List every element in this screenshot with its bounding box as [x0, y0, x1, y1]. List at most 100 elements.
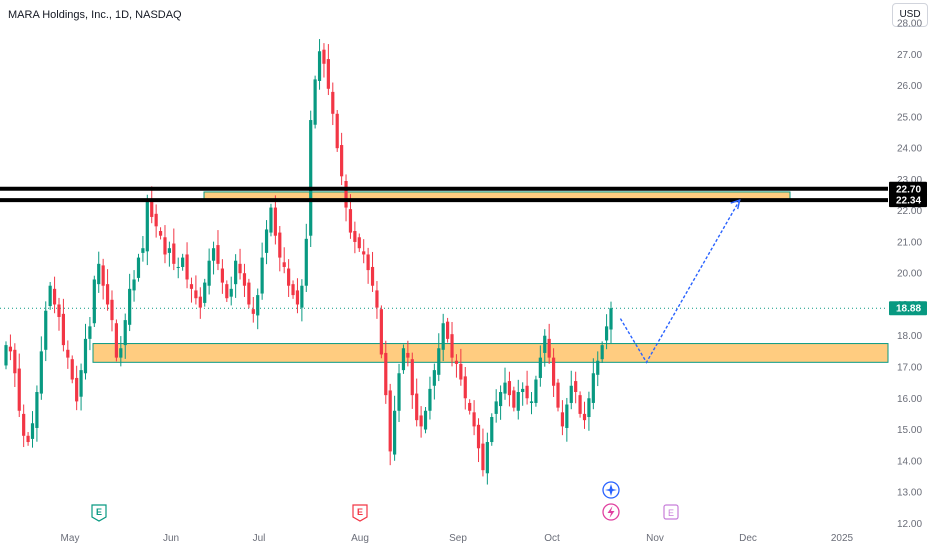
star-icon[interactable]	[602, 481, 620, 499]
candle-body	[529, 401, 534, 403]
candle-body	[423, 410, 428, 430]
candle-body	[198, 296, 202, 308]
candle-body	[291, 284, 295, 296]
candle-body	[393, 410, 397, 455]
price-tag-bg	[889, 181, 927, 196]
candle-body	[44, 310, 48, 350]
candle-body	[543, 335, 547, 353]
candle-body	[503, 382, 507, 394]
candle-body	[596, 360, 600, 375]
candle-body	[154, 213, 158, 227]
candle-body	[388, 390, 392, 452]
candle-body	[57, 304, 61, 317]
candle-body	[335, 113, 339, 149]
candle-body	[521, 388, 525, 393]
candle-body	[211, 248, 216, 261]
candle-body	[61, 313, 66, 346]
candle-layer	[4, 39, 613, 485]
candle-body	[362, 251, 366, 255]
y-tick-label: 24.00	[897, 144, 922, 155]
candle-body	[591, 373, 595, 403]
candle-body	[419, 415, 423, 427]
candle-body	[185, 254, 189, 280]
y-tick-label: 27.00	[897, 50, 922, 61]
candle-body	[92, 279, 96, 324]
candle-body	[468, 402, 472, 411]
x-tick-label: Sep	[449, 533, 467, 544]
candle-body	[282, 262, 286, 267]
candle-body	[22, 413, 26, 436]
candle-body	[582, 413, 587, 421]
candle-body	[30, 423, 35, 439]
candle-body	[410, 359, 414, 396]
candle-body	[35, 392, 39, 428]
candle-body	[251, 309, 255, 314]
candle-body	[287, 268, 291, 286]
candle-body	[490, 417, 494, 443]
candle-body	[406, 352, 410, 358]
price-tag-label: 22.70	[896, 184, 921, 195]
candle-body	[172, 243, 176, 264]
candle-body	[48, 285, 52, 307]
candle-body	[587, 398, 591, 418]
candle-body	[167, 248, 171, 253]
event-badge-shape	[352, 504, 368, 522]
earnings-badge[interactable]: E	[352, 504, 368, 522]
candle-body	[128, 288, 132, 325]
candle-body	[300, 285, 304, 308]
price-tag-bg	[889, 301, 927, 316]
y-tick-label: 22.00	[897, 206, 922, 217]
candle-body	[326, 59, 330, 89]
candle-body	[136, 257, 141, 278]
candle-body	[75, 377, 79, 402]
price-tag-label: 22.34	[896, 196, 921, 207]
y-tick-label: 15.00	[897, 425, 922, 436]
candle-body	[534, 379, 538, 403]
candle-body	[52, 288, 57, 305]
candle-body	[207, 260, 211, 286]
candle-body	[472, 412, 476, 427]
upcoming-earnings-badge[interactable]: E	[663, 504, 679, 520]
candle-body	[459, 363, 463, 380]
candle-body	[432, 370, 436, 386]
candle-body	[454, 360, 459, 364]
candle-body	[119, 348, 123, 358]
time-axis[interactable]: May Jun Jul Aug Sep Oct Nov Dec 2025	[61, 533, 854, 544]
candle-body	[569, 385, 573, 403]
candle-body	[476, 424, 481, 449]
price-tag-bg	[889, 193, 927, 208]
price-tag: 22.70	[889, 181, 927, 196]
candle-body	[560, 412, 565, 427]
star-shape	[605, 484, 617, 496]
currency-button[interactable]: USD	[892, 3, 928, 27]
event-badge-label: E	[357, 507, 363, 517]
candle-body	[123, 320, 127, 346]
candle-body	[83, 338, 88, 374]
candle-body	[525, 385, 529, 399]
candle-body	[463, 376, 467, 399]
event-badge-label: E	[96, 507, 102, 517]
candle-body	[101, 265, 105, 286]
candle-body	[331, 91, 335, 114]
price-axis[interactable]: 12.0013.0014.0015.0016.0017.0018.0019.00…	[897, 19, 922, 530]
candle-body	[485, 442, 489, 474]
candle-body	[516, 392, 520, 411]
candle-body	[415, 393, 419, 421]
candle-body	[512, 390, 516, 408]
candle-body	[264, 229, 269, 253]
earnings-badge[interactable]: E	[91, 504, 107, 522]
candle-body	[150, 201, 154, 217]
candle-body	[163, 237, 167, 255]
lightning-icon[interactable]	[602, 503, 620, 521]
y-tick-label: 16.00	[897, 394, 922, 405]
y-tick-label: 18.00	[897, 331, 922, 342]
x-tick-label: Dec	[739, 533, 757, 544]
bolt-shape	[607, 506, 615, 518]
candle-body	[13, 349, 17, 374]
candle-body	[70, 359, 74, 380]
candle-body	[366, 254, 370, 271]
candle-body	[66, 349, 70, 358]
